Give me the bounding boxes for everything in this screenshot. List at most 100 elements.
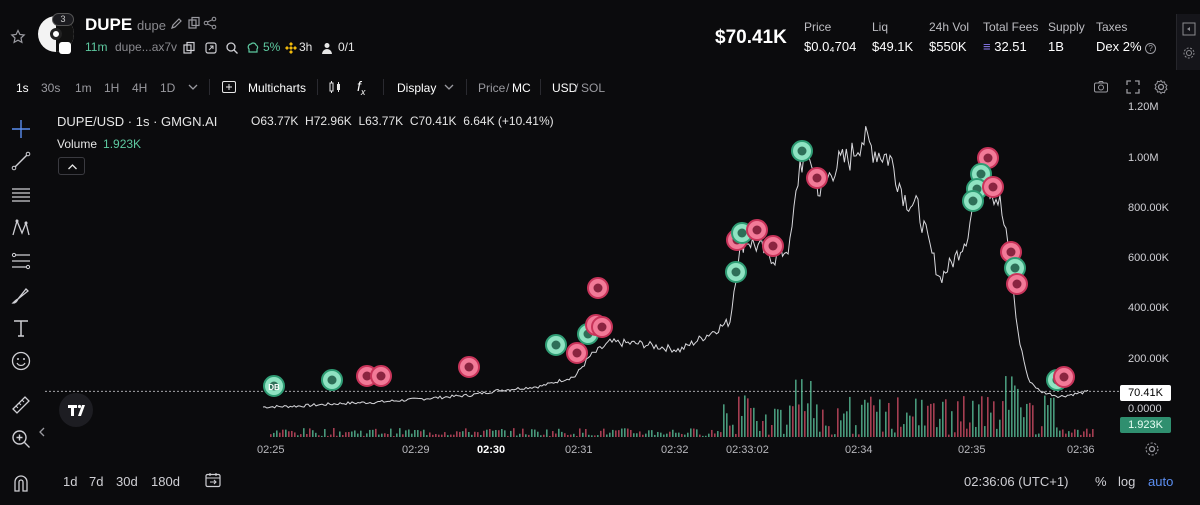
- volume-bar: [375, 428, 377, 437]
- volume-bar: [861, 404, 863, 437]
- price-toggle[interactable]: Price: [478, 81, 506, 95]
- add-chart-icon[interactable]: [221, 79, 237, 95]
- volume-bar: [546, 429, 548, 437]
- display-chevron-icon[interactable]: [441, 79, 457, 95]
- trade-marker-icon: [812, 173, 822, 183]
- volume-bar: [333, 428, 335, 437]
- token-address[interactable]: dupe...ax7v: [115, 40, 178, 54]
- zoom-in-icon[interactable]: [10, 428, 32, 450]
- side-panel-edge[interactable]: [1176, 14, 1200, 70]
- axis-settings-icon[interactable]: [1144, 441, 1160, 457]
- volume-bar: [1044, 395, 1046, 437]
- candles-icon[interactable]: [327, 79, 343, 95]
- range-1d[interactable]: 1d: [63, 474, 78, 489]
- volume-bar: [477, 432, 479, 437]
- panel-toggle-icon[interactable]: [1182, 22, 1196, 36]
- volume-bar: [969, 422, 971, 437]
- text-icon[interactable]: [10, 317, 32, 339]
- stat-price: Price $0.0₄704: [804, 20, 857, 54]
- fullscreen-icon[interactable]: [1125, 79, 1141, 95]
- trend-line-icon[interactable]: [10, 150, 32, 172]
- collapse-tools-icon[interactable]: [38, 426, 46, 438]
- dev-icon[interactable]: [204, 41, 218, 55]
- range-7d[interactable]: 7d: [89, 474, 104, 489]
- interval-30s[interactable]: 30s: [41, 81, 61, 95]
- edit-icon[interactable]: [170, 16, 184, 30]
- share-icon[interactable]: [203, 16, 217, 30]
- volume-bar: [552, 431, 554, 437]
- percent-toggle[interactable]: %: [1095, 474, 1107, 489]
- volume-bar: [597, 435, 599, 437]
- price-chart[interactable]: DB: [45, 100, 1175, 505]
- display-button[interactable]: Display: [397, 81, 437, 95]
- horizontal-lines-icon[interactable]: [10, 184, 32, 206]
- token-name: DUPE: [85, 15, 133, 34]
- interval-1s[interactable]: 1s: [16, 81, 29, 95]
- volume-bar: [474, 431, 476, 437]
- interval-1m[interactable]: 1m: [75, 81, 92, 95]
- volume-bar: [402, 434, 404, 437]
- interval-1h[interactable]: 1H: [104, 81, 120, 95]
- volume-bar: [579, 428, 581, 437]
- brush-icon[interactable]: [10, 284, 32, 306]
- volume-bar: [453, 434, 455, 437]
- volume-bar: [447, 435, 449, 437]
- volume-bar: [918, 425, 920, 437]
- info-icon[interactable]: ?: [1145, 43, 1157, 54]
- copy-address-icon[interactable]: [182, 41, 196, 55]
- trade-marker-icon: [597, 322, 607, 332]
- sol-toggle[interactable]: SOL: [581, 81, 606, 95]
- volume-bar: [753, 407, 755, 437]
- pattern-icon[interactable]: [10, 217, 32, 239]
- camera-icon[interactable]: [1093, 79, 1109, 95]
- range-30d[interactable]: 30d: [116, 474, 138, 489]
- price-series-line: [262, 126, 1089, 409]
- mc-toggle[interactable]: MC: [512, 81, 531, 95]
- volume-bar: [987, 397, 989, 437]
- magnet-icon[interactable]: [10, 472, 32, 494]
- crosshair-icon[interactable]: [10, 118, 32, 140]
- volume-bar: [603, 428, 605, 437]
- settings-icon[interactable]: [1182, 46, 1196, 60]
- volume-bar: [405, 430, 407, 437]
- copy-icon[interactable]: [187, 16, 201, 30]
- emoji-icon[interactable]: [10, 350, 32, 372]
- star-icon[interactable]: [10, 29, 26, 45]
- volume-bar: [804, 411, 806, 437]
- chart-settings-icon[interactable]: [1153, 79, 1169, 95]
- volume-bar: [438, 434, 440, 437]
- indicators-fx-icon[interactable]: fx: [357, 78, 366, 97]
- legend-collapse-button[interactable]: [58, 157, 85, 175]
- trade-marker-icon: [983, 153, 993, 163]
- volume-bar: [1011, 376, 1013, 437]
- tradingview-logo[interactable]: [59, 393, 93, 427]
- volume-bar: [414, 429, 416, 437]
- volume-bar: [909, 415, 911, 437]
- x-tick: 02:34: [845, 444, 873, 456]
- date-range-icon[interactable]: [204, 471, 222, 489]
- log-toggle[interactable]: log: [1118, 474, 1136, 489]
- usd-toggle[interactable]: USD: [552, 81, 578, 95]
- fib-icon[interactable]: [10, 250, 32, 272]
- volume-bar: [843, 413, 845, 437]
- interval-4h[interactable]: 4H: [132, 81, 148, 95]
- volume-bar: [573, 433, 575, 437]
- interval-1d[interactable]: 1D: [160, 81, 176, 95]
- volume-bar: [1092, 429, 1094, 437]
- volume-bar: [588, 434, 590, 437]
- volume-bar: [480, 435, 482, 437]
- ruler-icon[interactable]: [10, 394, 32, 416]
- chevron-down-icon[interactable]: [185, 79, 201, 95]
- stat-total-fees: Total Fees ≡ 32.51: [983, 20, 1039, 54]
- volume-bar: [339, 431, 341, 437]
- auto-toggle[interactable]: auto: [1148, 474, 1174, 489]
- clock[interactable]: 02:36:06 (UTC+1): [964, 474, 1069, 489]
- trade-marker-icon: [1006, 247, 1016, 257]
- range-180d[interactable]: 180d: [151, 474, 180, 489]
- volume-bar: [549, 435, 551, 437]
- chart-canvas[interactable]: DB: [45, 100, 1175, 505]
- volume-bar: [432, 434, 434, 437]
- search-icon[interactable]: [225, 41, 239, 55]
- multicharts-button[interactable]: Multicharts: [248, 81, 307, 95]
- trade-marker-icon: [464, 362, 474, 372]
